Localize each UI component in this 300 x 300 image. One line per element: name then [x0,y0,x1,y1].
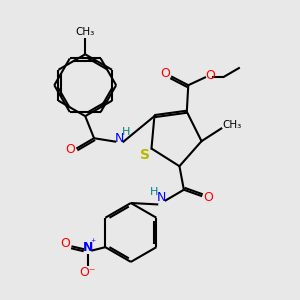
Text: CH₃: CH₃ [76,27,95,37]
Text: O: O [203,191,213,204]
Text: ⁺: ⁺ [90,238,96,248]
Text: S: S [140,148,150,162]
Text: N: N [82,241,93,254]
Text: O: O [60,237,70,250]
Text: N: N [115,132,124,145]
Text: H: H [150,187,159,197]
Text: CH₃: CH₃ [223,120,242,130]
Text: O: O [206,69,215,82]
Text: O: O [160,67,170,80]
Text: H: H [122,127,130,137]
Text: O⁻: O⁻ [80,266,96,279]
Text: O: O [66,143,75,157]
Text: N: N [157,191,166,204]
